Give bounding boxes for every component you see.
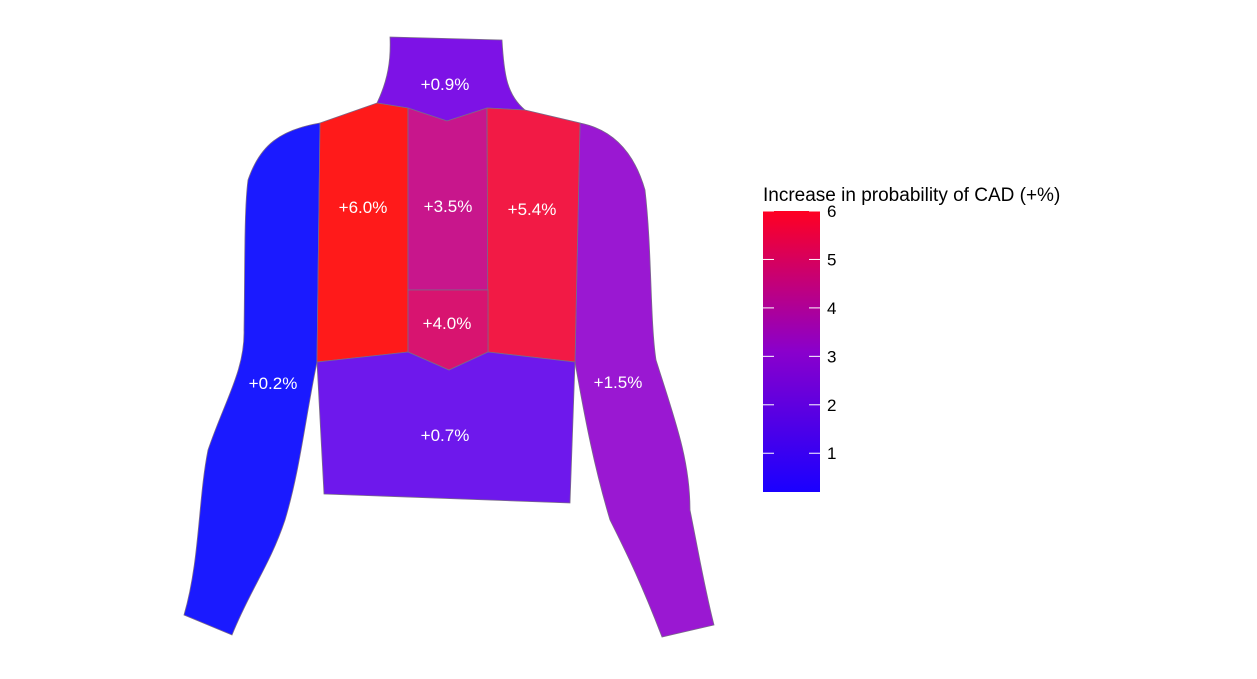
legend-tick-label: 6 [827, 202, 836, 221]
legend-tick-label: 4 [827, 299, 836, 318]
region-label-abdomen: +0.7% [421, 426, 470, 445]
legend-colorbar [763, 211, 820, 492]
region-left-arm [574, 122, 715, 638]
region-right-upper-chest [316, 102, 409, 363]
region-label-right-upper-chest: +6.0% [339, 198, 388, 217]
region-label-lower-sternum: +4.0% [423, 314, 472, 333]
region-abdomen [316, 351, 576, 504]
region-right-arm [183, 122, 321, 636]
region-left-upper-chest [486, 107, 581, 363]
region-labels: +0.9% +6.0% +3.5% +5.4% +4.0% +0.7% +0.2… [249, 75, 643, 445]
color-legend: Increase in probability of CAD (+%) 1 2 3 4… [763, 185, 1060, 492]
body-regions [183, 36, 715, 638]
legend-tick-label: 1 [827, 444, 836, 463]
legend-tick-label: 5 [827, 250, 836, 269]
legend-ticks: 1 2 3 4 5 6 [763, 202, 836, 463]
legend-tick-label: 2 [827, 396, 836, 415]
region-label-upper-sternum: +3.5% [424, 197, 473, 216]
region-label-neck: +0.9% [421, 75, 470, 94]
legend-title: Increase in probability of CAD (+%) [763, 185, 1060, 206]
legend-tick-label: 3 [827, 347, 836, 366]
region-label-left-arm: +1.5% [594, 373, 643, 392]
region-label-right-arm: +0.2% [249, 374, 298, 393]
region-label-left-upper-chest: +5.4% [508, 200, 557, 219]
